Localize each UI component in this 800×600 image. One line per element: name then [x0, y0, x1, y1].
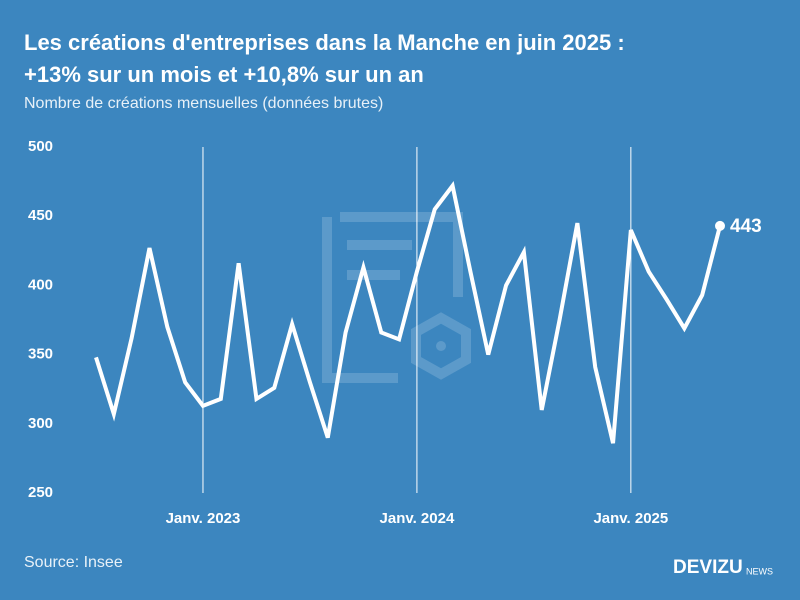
y-tick-label: 500	[28, 138, 53, 155]
y-tick-label: 400	[28, 276, 53, 293]
series-line	[94, 181, 722, 444]
source: Source: Insee	[24, 554, 123, 571]
y-tick-label: 350	[28, 346, 53, 363]
chart-title-line2: +13% sur un mois et +10,8% sur un an	[24, 62, 424, 87]
x-tick-label: Janv. 2024	[380, 510, 455, 527]
y-tick-label: 250	[28, 484, 53, 501]
brand-suffix: NEWS	[746, 566, 773, 576]
chart-title: Les créations d'entreprises dans la Manc…	[24, 30, 625, 55]
chart-subtitle: Nombre de créations mensuelles (données …	[24, 95, 383, 112]
brand: DEVIZU	[673, 557, 743, 578]
last-point	[715, 220, 725, 231]
y-tick-label: 300	[28, 415, 53, 432]
value-label: 443	[730, 216, 762, 237]
x-tick-label: Janv. 2023	[166, 510, 241, 527]
y-tick-label: 450	[28, 207, 53, 224]
x-tick-label: Janv. 2025	[593, 510, 668, 527]
